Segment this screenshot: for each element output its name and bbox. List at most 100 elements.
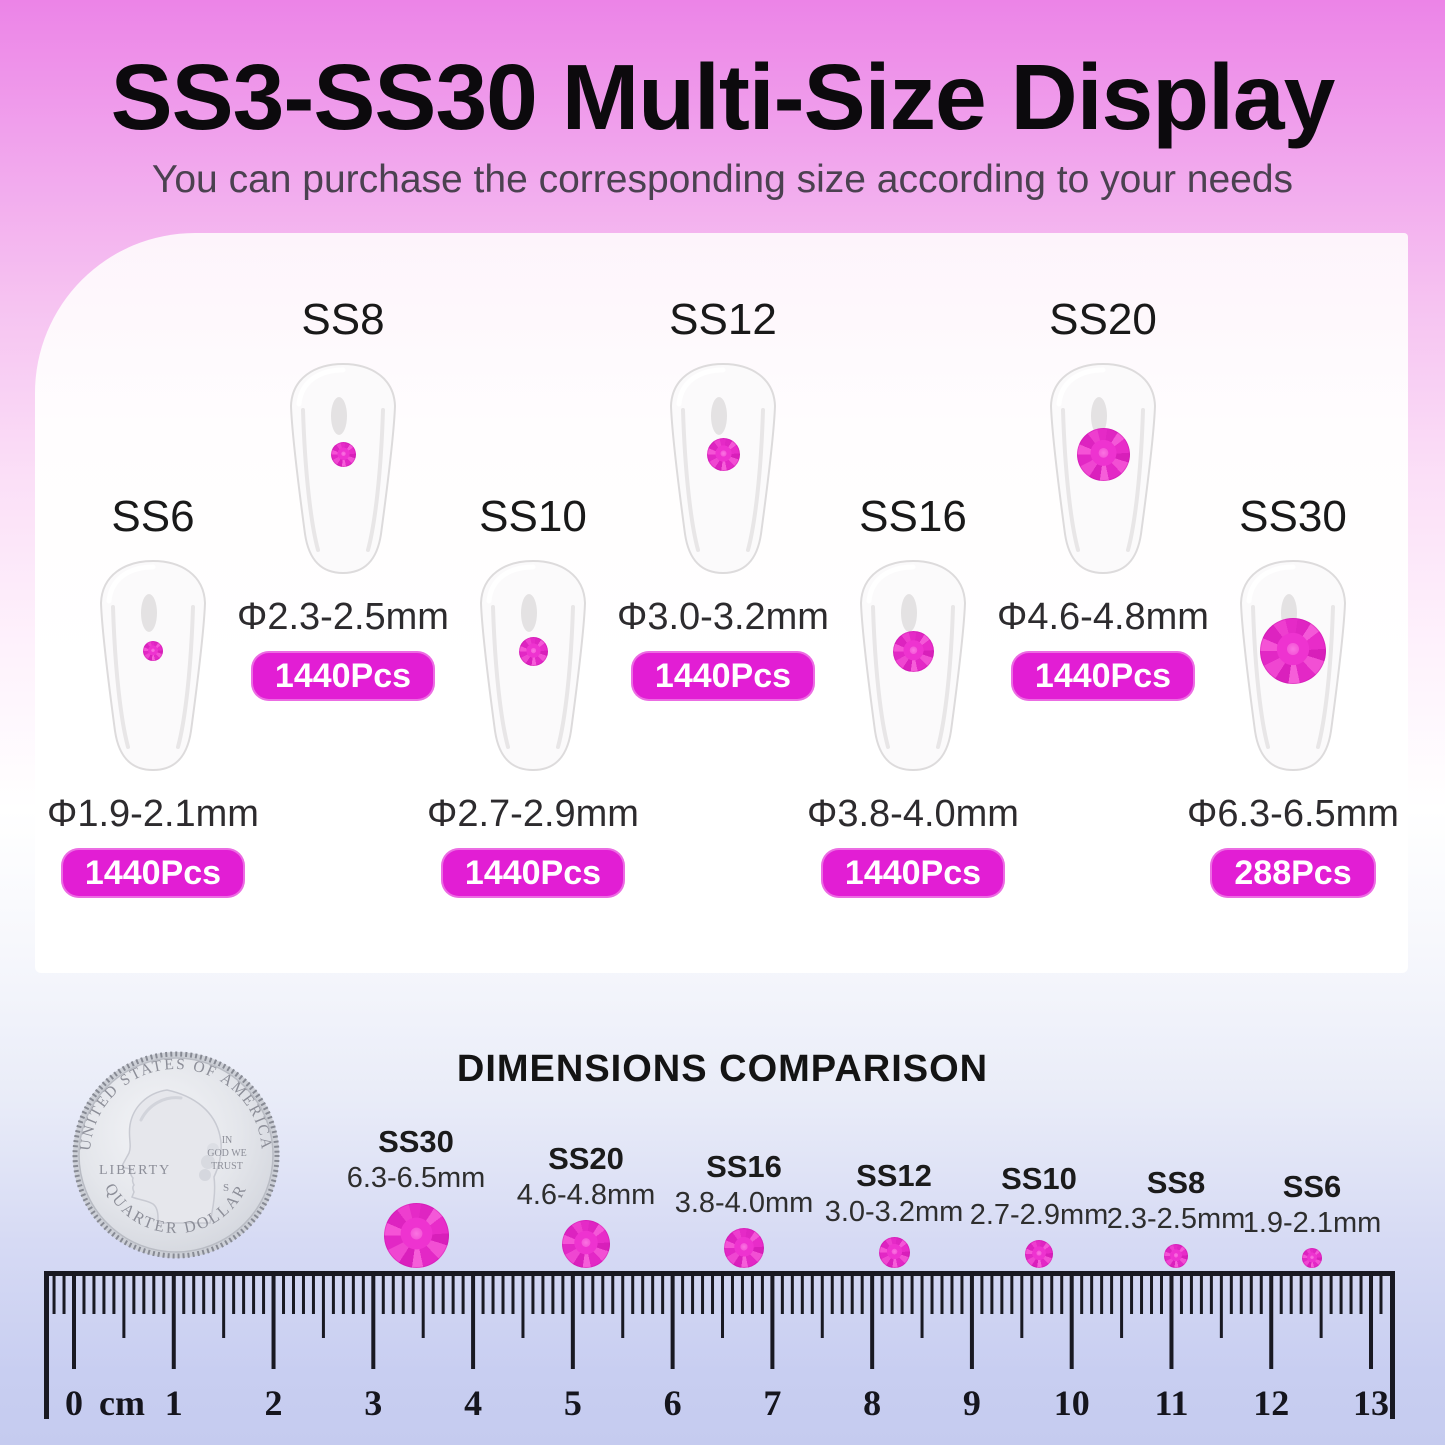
ruler-tick xyxy=(1369,1271,1374,1369)
display-panel xyxy=(35,233,1408,973)
nail-highlight xyxy=(1091,397,1107,436)
nail-tip xyxy=(1223,551,1363,779)
ruler-tick xyxy=(82,1271,86,1314)
ruler-tick xyxy=(1010,1271,1014,1314)
ruler-tick xyxy=(591,1271,595,1314)
ruler-number: 10 xyxy=(1054,1383,1090,1423)
ruler-tick xyxy=(1000,1271,1004,1314)
nail-tip xyxy=(1033,354,1173,582)
ruler-tick xyxy=(331,1271,335,1314)
nail-diameter: Φ4.6-4.8mm xyxy=(997,596,1209,639)
ruler-tick xyxy=(1060,1271,1064,1314)
ruler-tick xyxy=(641,1271,645,1314)
comparison-dot-column: SS16 3.8-4.0mm xyxy=(659,1149,829,1268)
coin-motto-line1: IN xyxy=(222,1135,233,1146)
ruler-tick xyxy=(122,1271,126,1338)
ruler-tick xyxy=(341,1271,345,1314)
nail-qty-badge: 288Pcs xyxy=(1210,848,1376,899)
nail-highlight xyxy=(331,397,347,436)
ruler-tick xyxy=(521,1271,525,1338)
ruler-tick xyxy=(1319,1271,1323,1338)
ruler-tick xyxy=(850,1271,854,1314)
page-title: SS3-SS30 Multi-Size Display xyxy=(110,45,1336,149)
ruler-tick xyxy=(1140,1271,1144,1314)
nail-qty-badge: 1440Pcs xyxy=(60,848,246,899)
ruler-tick xyxy=(980,1271,984,1314)
quarter-coin-image: UNITED STATES OF AMERICA QUARTER DOLLAR … xyxy=(71,1050,281,1265)
ruler-tick xyxy=(72,1271,76,1369)
ruler-number: 9 xyxy=(963,1383,981,1423)
ruler-tick xyxy=(511,1271,515,1314)
comparison-dot-column: SS30 6.3-6.5mm xyxy=(331,1124,501,1268)
ruler-tick xyxy=(631,1271,635,1314)
ruler-tick xyxy=(491,1271,495,1314)
nail-tip xyxy=(843,551,983,779)
dot-size-code: SS12 xyxy=(856,1158,932,1194)
ruler-tick xyxy=(661,1271,665,1314)
dot-size-code: SS20 xyxy=(548,1141,624,1177)
ruler-tick xyxy=(870,1271,875,1369)
coin-mint-mark: S xyxy=(223,1182,229,1194)
ruler-tick xyxy=(1100,1271,1104,1314)
dot-size-code: SS16 xyxy=(706,1149,782,1185)
ruler-tick xyxy=(202,1271,206,1314)
comparison-dot-column: SS8 2.3-2.5mm xyxy=(1091,1165,1261,1268)
ruler-tick xyxy=(790,1271,794,1314)
dot-size-range: 3.0-3.2mm xyxy=(824,1195,964,1228)
ruler-tick xyxy=(1179,1271,1183,1314)
rhinestone-gem xyxy=(1076,427,1130,481)
ruler-number: 4 xyxy=(464,1383,482,1423)
ruler-number: 2 xyxy=(265,1383,283,1423)
page-subtitle: You can purchase the corresponding size … xyxy=(151,158,1294,201)
ruler-tick xyxy=(171,1271,176,1369)
nail-qty-badge: 1440Pcs xyxy=(630,651,816,702)
nail-tip xyxy=(273,354,413,582)
ruler-tick xyxy=(1150,1271,1154,1314)
ruler-tick xyxy=(1279,1271,1283,1314)
nail-highlight xyxy=(141,594,157,633)
comparison-dot-column: SS20 4.6-4.8mm xyxy=(501,1141,671,1268)
nail-diameter: Φ2.7-2.9mm xyxy=(427,793,639,836)
dot-size-range: 4.6-4.8mm xyxy=(516,1178,656,1211)
nail-size-code: SS8 xyxy=(301,295,385,344)
ruler-tick xyxy=(651,1271,655,1314)
ruler-tick xyxy=(1090,1271,1094,1314)
ruler-tick xyxy=(501,1271,505,1314)
ruler-tick xyxy=(1299,1271,1303,1314)
ruler-number: 1 xyxy=(165,1383,183,1423)
ruler-tick xyxy=(1249,1271,1253,1314)
rhinestone-gem xyxy=(1260,618,1326,685)
ruler-tick xyxy=(1339,1271,1343,1314)
dot-size-code: SS6 xyxy=(1282,1169,1342,1205)
comparison-dot-column: SS12 3.0-3.2mm xyxy=(809,1158,979,1268)
ruler-tick xyxy=(162,1271,166,1314)
dot-size-range: 1.9-2.1mm xyxy=(1242,1206,1382,1239)
coin-reeded-edge xyxy=(72,1051,280,1259)
ruler-top-edge xyxy=(44,1271,1395,1276)
ruler-right-end xyxy=(1390,1271,1395,1419)
ruler-tick xyxy=(770,1271,775,1369)
ruler-tick xyxy=(1020,1271,1024,1338)
ruler-tick xyxy=(621,1271,625,1338)
ruler-number: 8 xyxy=(863,1383,881,1423)
comparison-gem-dot xyxy=(562,1220,610,1268)
ruler-tick xyxy=(1040,1271,1044,1314)
nail-size-code: SS20 xyxy=(1049,295,1157,344)
ruler-tick xyxy=(262,1271,266,1314)
coin-liberty-text: LIBERTY xyxy=(99,1163,171,1178)
ruler-tick xyxy=(880,1271,884,1314)
ruler-tick xyxy=(182,1271,186,1314)
ruler-tick xyxy=(401,1271,405,1314)
nail-size-code: SS10 xyxy=(479,492,587,541)
nail-highlight xyxy=(521,594,537,633)
nail-size-column: SS8 Φ2.3-2.5mm 1440Pcs xyxy=(237,295,449,702)
ruler-tick xyxy=(152,1271,156,1314)
ruler-tick xyxy=(92,1271,96,1314)
ruler-tick xyxy=(1169,1271,1174,1369)
ruler-tick xyxy=(1309,1271,1313,1314)
ruler-tick xyxy=(920,1271,924,1338)
ruler-tick xyxy=(1050,1271,1054,1314)
ruler-tick xyxy=(1259,1271,1263,1314)
